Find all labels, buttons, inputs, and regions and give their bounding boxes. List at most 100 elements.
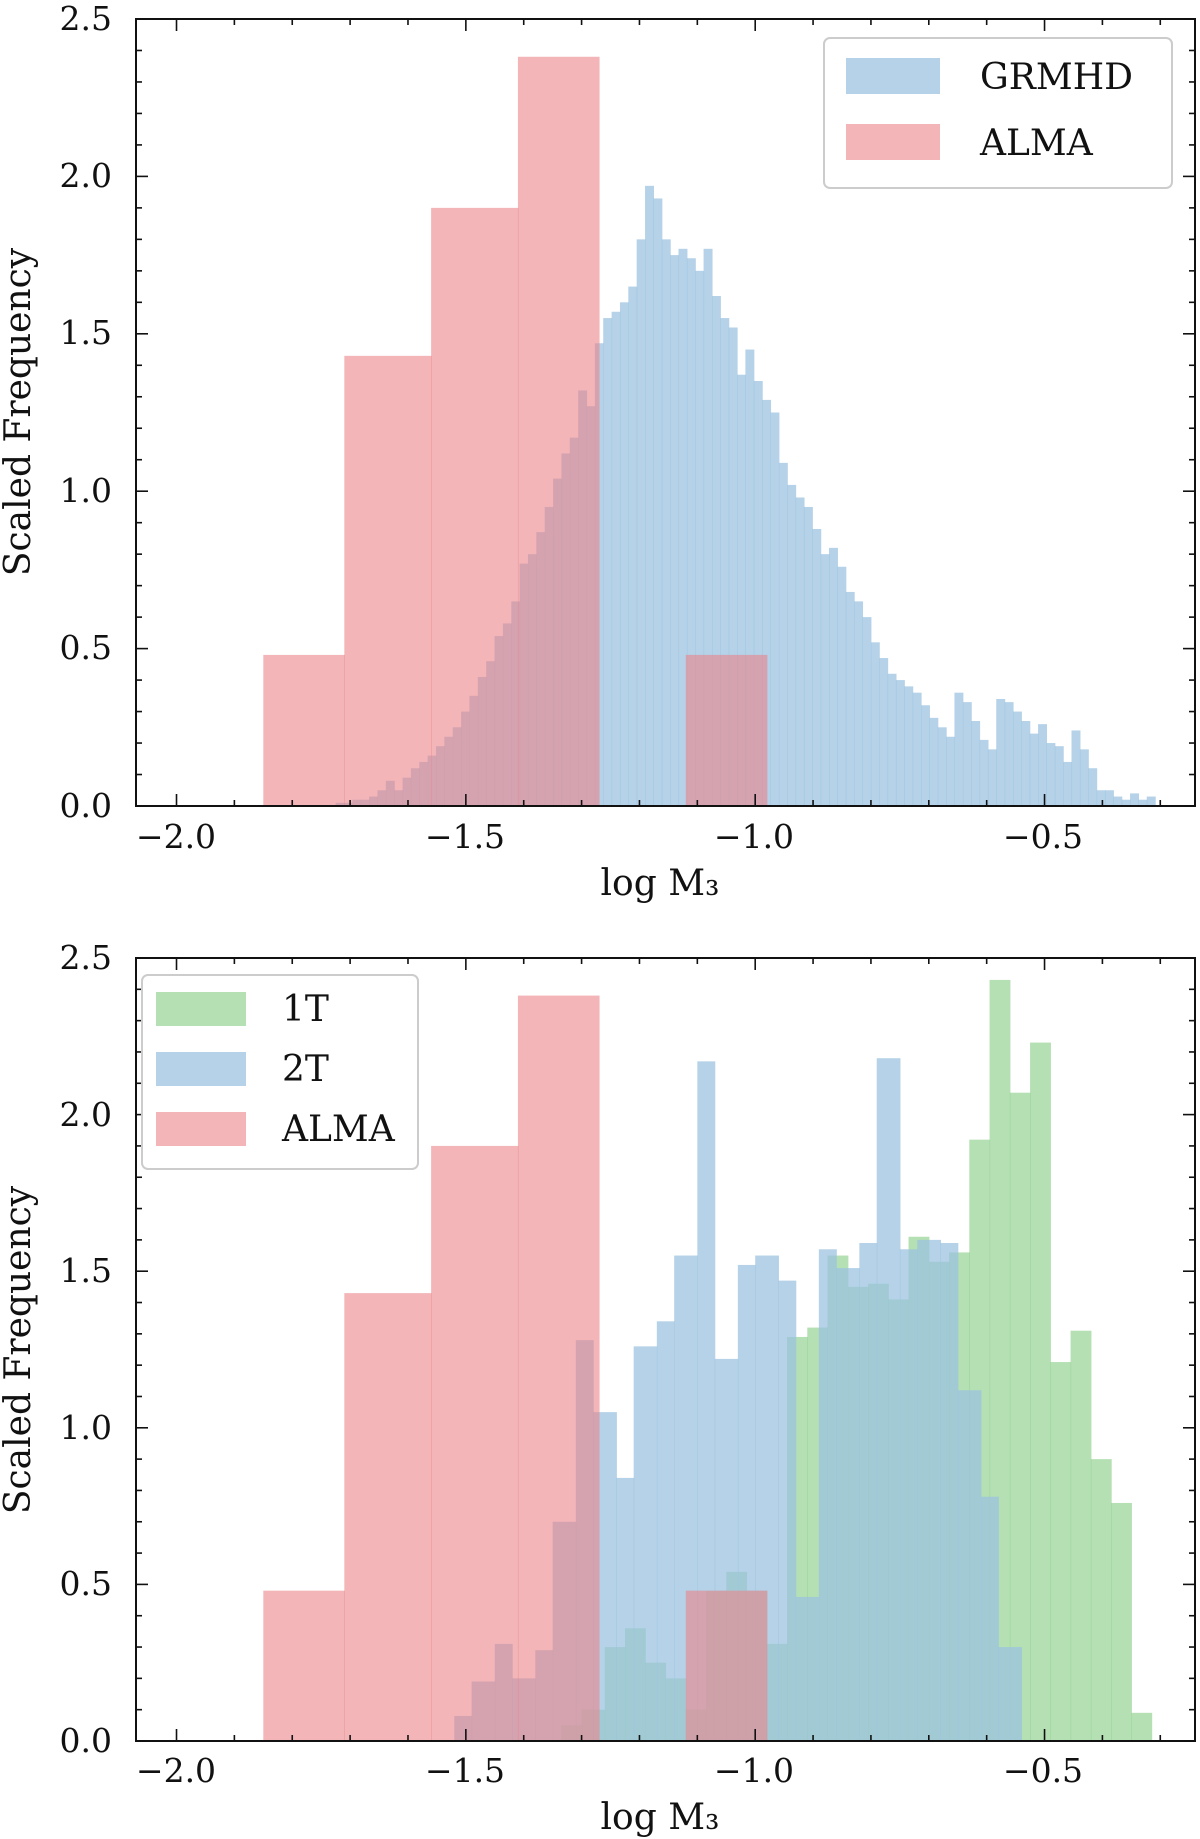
- x-tick-label: −2.0: [136, 817, 216, 856]
- bar-grmhd: [862, 617, 872, 806]
- bar-grmhd: [971, 721, 981, 806]
- bar-grmhd: [879, 658, 889, 806]
- bar-grmhd: [670, 255, 680, 807]
- y-tick-label: 0.5: [60, 1564, 112, 1603]
- y-tick-label: 1.0: [60, 1408, 112, 1447]
- bar-grmhd: [929, 717, 939, 806]
- bar-grmhd: [686, 258, 696, 806]
- x-axis-label: log M₃: [601, 863, 720, 904]
- bar-grmhd: [887, 673, 897, 806]
- bar-alma: [263, 654, 345, 806]
- bar-grmhd: [1146, 796, 1156, 806]
- x-tick-label: −0.5: [1003, 1751, 1083, 1790]
- bar-grmhd: [962, 702, 972, 806]
- bar-grmhd: [1071, 730, 1081, 806]
- y-axis-label: Scaled Frequency: [0, 247, 39, 576]
- legend: 1T 2T ALMA: [141, 974, 419, 1170]
- x-tick-label: −1.0: [714, 817, 794, 856]
- bar-grmhd: [1054, 746, 1064, 806]
- bar-grmhd: [937, 727, 947, 806]
- bar-grmhd: [762, 399, 772, 806]
- axis-ticks: [136, 18, 1195, 807]
- axis-ticks: [136, 957, 1195, 1742]
- x-tick-label: −2.0: [136, 1751, 216, 1790]
- bar-grmhd: [661, 239, 671, 807]
- y-tick-label: 0.5: [60, 628, 112, 667]
- panel-grmhd-vs-alma: −2.0 −1.5 −1.0 −0.5 0.0 0.5 1.0 1.5 2.0 …: [0, 0, 1196, 904]
- legend-label-alma: ALMA: [979, 123, 1094, 164]
- bar-alma: [685, 654, 768, 806]
- x-axis-label: log M₃: [601, 1797, 720, 1838]
- legend-swatch-alma: [156, 1112, 246, 1146]
- bar-grmhd: [803, 506, 813, 806]
- bar-grmhd: [645, 185, 654, 807]
- bar-alma: [344, 355, 432, 806]
- bar-grmhd: [770, 412, 780, 806]
- bar-grmhd: [778, 462, 788, 806]
- bar-grmhd: [603, 318, 613, 806]
- bar-alma: [685, 1590, 768, 1741]
- bar-grmhd: [987, 749, 997, 806]
- bar-alma: [517, 56, 600, 806]
- bar-2t: [836, 1268, 860, 1741]
- bar-grmhd: [720, 318, 730, 806]
- bar-grmhd: [1096, 790, 1106, 806]
- y-tick-label: 0.0: [60, 786, 112, 825]
- bar-grmhd: [979, 739, 989, 806]
- bar-grmhd: [636, 239, 646, 807]
- bar-grmhd: [619, 302, 629, 806]
- bar-1t: [1111, 1502, 1132, 1741]
- bar-grmhd: [837, 566, 847, 806]
- bar-grmhd: [812, 528, 822, 806]
- y-tick-label: 2.5: [60, 0, 112, 38]
- bar-grmhd: [1021, 721, 1031, 806]
- x-tick-label: −1.0: [714, 1751, 794, 1790]
- legend-swatch-alma: [846, 124, 940, 160]
- bar-2t: [697, 1061, 716, 1741]
- y-tick-label: 0.0: [60, 1721, 112, 1760]
- bar-grmhd: [820, 554, 830, 806]
- bar-grmhd: [653, 198, 663, 806]
- bar-alma: [431, 1145, 519, 1741]
- bar-grmhd: [1063, 761, 1073, 806]
- bar-grmhd: [737, 374, 746, 806]
- bar-2t: [795, 1596, 820, 1741]
- bar-2t: [899, 1249, 918, 1741]
- y-tick-label: 2.0: [60, 156, 112, 195]
- bar-grmhd: [1121, 799, 1131, 806]
- legend: GRMHD ALMA: [823, 37, 1173, 189]
- bar-grmhd: [854, 601, 864, 806]
- y-tick-label: 2.5: [60, 938, 112, 977]
- histogram-bars: [263, 979, 1153, 1741]
- legend-swatch-1t: [156, 992, 246, 1026]
- bar-1t: [1131, 1712, 1153, 1741]
- bar-grmhd: [870, 642, 880, 806]
- bar-2t: [778, 1280, 797, 1741]
- bar-grmhd: [1138, 799, 1148, 806]
- bar-grmhd: [678, 248, 688, 807]
- bar-2t: [656, 1321, 675, 1741]
- x-tick-label: −1.5: [425, 1751, 505, 1790]
- bar-grmhd: [753, 381, 763, 806]
- bar-1t: [1090, 1459, 1112, 1741]
- bar-grmhd: [745, 349, 755, 806]
- bar-grmhd: [711, 296, 721, 806]
- bar-grmhd: [946, 736, 956, 806]
- bar-grmhd: [795, 497, 805, 806]
- legend-label-grmhd: GRMHD: [980, 57, 1133, 98]
- bar-grmhd: [1029, 733, 1039, 806]
- bar-grmhd: [920, 705, 930, 806]
- histogram-bars: [263, 56, 1156, 807]
- bar-1t: [1009, 1092, 1031, 1741]
- bar-grmhd: [1113, 796, 1123, 806]
- bar-2t: [957, 1390, 982, 1741]
- bar-2t: [980, 1496, 999, 1741]
- bar-grmhd: [1079, 749, 1089, 806]
- x-tick-label: −0.5: [1003, 817, 1083, 856]
- bar-grmhd: [703, 248, 713, 807]
- bar-alma: [263, 1590, 345, 1741]
- bar-alma: [517, 995, 600, 1741]
- bar-2t: [616, 1477, 635, 1741]
- bar-grmhd: [787, 484, 797, 806]
